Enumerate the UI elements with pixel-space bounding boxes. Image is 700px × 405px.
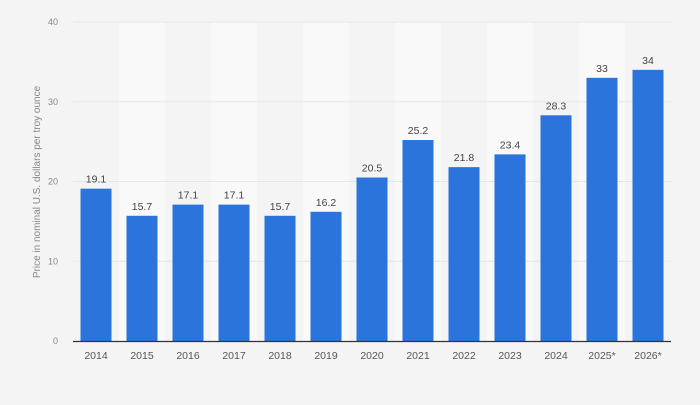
bar-2019[interactable] [310, 211, 342, 341]
y-tick-label: 30 [48, 97, 58, 107]
bar-2018[interactable] [264, 215, 296, 341]
x-tick-label: 2015 [130, 350, 154, 362]
data-labels: 19.1 15.7 17.1 17.1 15.7 16.2 20.5 25.2 21.8 23.4… [86, 55, 654, 213]
x-tick-label: 2026* [634, 350, 661, 362]
data-label: 15.7 [132, 201, 153, 213]
x-tick-label: 2022 [452, 350, 476, 362]
bar-2016[interactable] [172, 204, 204, 341]
x-tick-label: 2018 [268, 350, 292, 362]
bar-2015[interactable] [126, 215, 158, 341]
data-label: 28.3 [546, 100, 567, 112]
data-label: 21.8 [454, 152, 475, 164]
x-tick-label: 2017 [222, 350, 246, 362]
data-label: 33 [596, 63, 608, 75]
bar-2021[interactable] [402, 140, 434, 341]
y-tick-label: 10 [48, 256, 58, 266]
x-tick-label: 2024 [544, 350, 568, 362]
data-label: 17.1 [224, 190, 245, 202]
bar-2017[interactable] [218, 204, 250, 341]
x-tick-label: 2019 [314, 350, 338, 362]
data-label: 16.2 [316, 197, 337, 209]
bar-2014[interactable] [80, 188, 112, 341]
x-tick-label: 2020 [360, 350, 384, 362]
data-label: 20.5 [362, 163, 383, 175]
x-tick-label: 2023 [498, 350, 522, 362]
y-tick-label: 0 [53, 336, 58, 346]
x-tick-label: 2021 [406, 350, 430, 362]
bar-2020[interactable] [356, 177, 388, 341]
data-label: 19.1 [86, 174, 107, 186]
x-axis-ticks: 2014 2015 2016 2017 2018 2019 2020 2021 2022 2023… [84, 350, 661, 362]
bar-2024[interactable] [540, 115, 572, 342]
x-tick-label: 2025* [588, 350, 615, 362]
data-label: 25.2 [408, 125, 429, 137]
bars [80, 69, 664, 342]
x-tick-label: 2014 [84, 350, 108, 362]
y-tick-label: 40 [48, 17, 58, 27]
bar-2023[interactable] [494, 154, 526, 341]
bar-2026*[interactable] [632, 69, 664, 341]
bar-2022[interactable] [448, 167, 480, 341]
y-tick-label: 20 [48, 177, 58, 187]
y-axis-ticks: 0 10 20 30 40 [48, 17, 58, 346]
data-label: 34 [642, 55, 654, 67]
data-label: 15.7 [270, 201, 291, 213]
y-axis-label: Price in nominal U.S. dollars per troy o… [32, 85, 43, 278]
bar-2025*[interactable] [586, 77, 618, 341]
x-tick-label: 2016 [176, 350, 200, 362]
data-label: 23.4 [500, 139, 521, 151]
data-label: 17.1 [178, 190, 199, 202]
